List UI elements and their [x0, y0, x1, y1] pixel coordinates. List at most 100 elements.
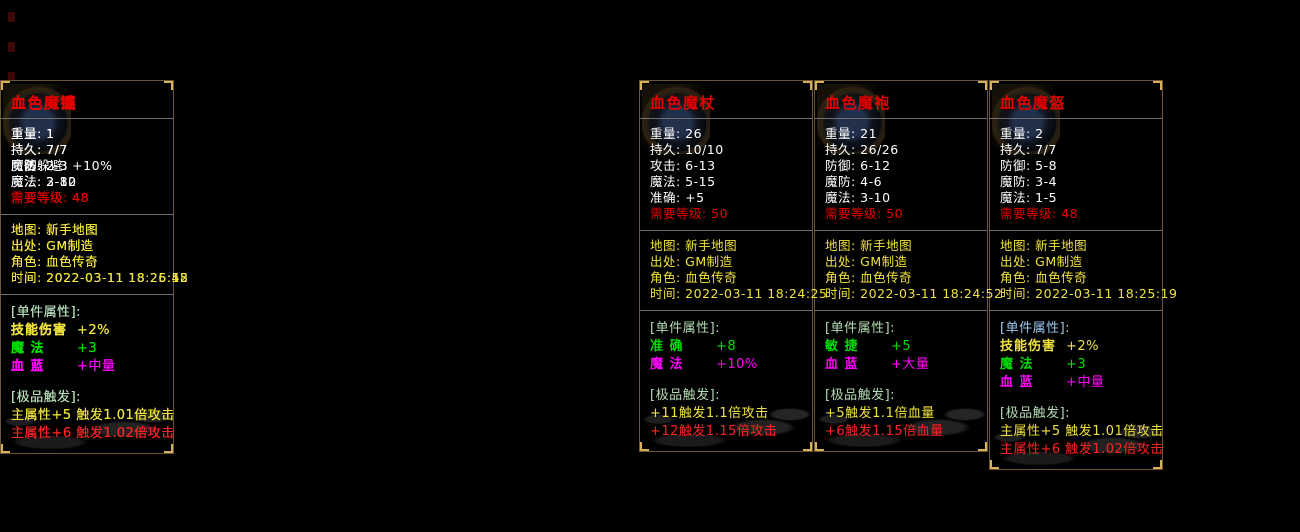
- item-tooltip-panel: 血色魔盔 重量: 2 持久: 7/7 防御: 5-8 魔防: 3-4 魔法: 1-5 需要…: [989, 80, 1178, 470]
- attr-value: +3: [77, 341, 98, 356]
- single-item-attrs-header: [单件属性]:: [11, 305, 82, 320]
- attr-name: 准 确: [650, 339, 684, 354]
- single-item-attrs-block: [单件属性]: 技能伤害 +2% 魔 法 +3 血 蓝 +中量: [1, 295, 173, 376]
- stat-line: 魔防: 3-4: [1000, 174, 1058, 189]
- item-name: 血色魔戒: [11, 94, 78, 112]
- rare-trigger-block: [极品触发]: +11触发1.1倍攻击 +12触发1.15倍攻击: [640, 374, 812, 441]
- attr-name: 技能伤害: [11, 323, 68, 338]
- stat-line: 持久: 7/7: [11, 142, 68, 157]
- attr-name: 技能伤害: [11, 323, 68, 338]
- stat-line: 持久: 7/7: [1000, 142, 1057, 157]
- item-name: 血色魔链: [11, 94, 78, 112]
- attr-value: +10%: [716, 357, 758, 372]
- level-requirement: 需要等级: 50: [650, 206, 729, 221]
- info-block: 地图: 新手地图 出处: GM制造 角色: 血色传奇 时间: 2022-03-11 1…: [815, 231, 1002, 310]
- single-item-attrs-header: [单件属性]:: [11, 305, 82, 320]
- trigger-line: +5触发1.1倍血量: [825, 406, 935, 421]
- stats-block: 重量: 21 持久: 26/26 防御: 6-12 魔防: 4-6 魔法: 3-10 需要…: [815, 119, 987, 230]
- item-tooltip-panel: 血色魔戒 重量: 1 持久: 7/7 魔防: 2-3 魔法: 3-10 需要等级: 48…: [0, 80, 189, 454]
- stat-line: 魔法躲避: +10%: [11, 158, 113, 173]
- trigger-line: 主属性+5 触发1.01倍攻击: [1000, 424, 1164, 439]
- stat-line: 持久: 26/26: [825, 142, 899, 157]
- attr-row: 魔 法 +3: [11, 340, 165, 358]
- rare-trigger-header: [极品触发]:: [1000, 406, 1071, 421]
- attr-row: 血 蓝 +中量: [11, 358, 165, 376]
- stat-line: 魔法: 1-5: [1000, 190, 1058, 205]
- info-line: 角色: 血色传奇: [1000, 270, 1088, 285]
- attr-name: 血 蓝: [11, 359, 45, 374]
- rare-trigger-header: [极品触发]:: [650, 388, 721, 403]
- info-line: 时间: 2022-03-11 18:25:19: [1000, 286, 1178, 301]
- attr-value: +2%: [1066, 339, 1100, 354]
- item-tooltip-panel: 血色魔镯 重量: 1 持久: 7/7 防御: 2-3 魔法: 2-8 需要等级: 48 …: [0, 80, 188, 454]
- single-item-attrs-header: [单件属性]:: [825, 321, 896, 336]
- rare-trigger-header: [极品触发]:: [11, 390, 82, 405]
- info-line: 地图: 新手地图: [11, 222, 99, 237]
- level-requirement: 需要等级: 48: [11, 190, 90, 205]
- info-line: 出处: GM制造: [11, 238, 94, 253]
- stat-line: 魔法: 3-10: [825, 190, 891, 205]
- info-line: 出处: GM制造: [1000, 254, 1083, 269]
- attr-value: +5: [891, 339, 912, 354]
- rare-trigger-block: [极品触发]: 主属性+5 触发1.01倍攻击 主属性+6 触发1.02倍攻击: [1, 376, 174, 443]
- attr-row: 魔 法 +3: [11, 340, 165, 358]
- info-line: 地图: 新手地图: [1000, 238, 1088, 253]
- info-line: 出处: GM制造: [11, 238, 94, 253]
- trigger-line: 主属性+5 触发1.01倍攻击: [11, 408, 175, 423]
- rare-trigger-block: [极品触发]: +5触发1.1倍血量 +6触发1.15倍血量: [815, 374, 987, 441]
- attr-value: +3: [1066, 357, 1087, 372]
- divider: [990, 310, 1162, 311]
- info-line: 时间: 2022-03-11 18:24:25: [650, 286, 828, 301]
- rare-trigger-header: [极品触发]:: [11, 390, 82, 405]
- item-name: 血色魔镯: [11, 94, 78, 112]
- stat-line: 重量: 1: [11, 126, 55, 141]
- item-name: 血色魔杖: [650, 94, 717, 112]
- stat-line: 防御: 5-8: [1000, 158, 1058, 173]
- attr-value: +3: [77, 341, 98, 356]
- attr-row: 技能伤害 +2%: [11, 322, 165, 340]
- divider: [815, 310, 987, 311]
- rare-trigger-header: [极品触发]:: [11, 390, 82, 405]
- stat-line: 重量: 1: [11, 126, 55, 141]
- attr-name: 血 蓝: [825, 357, 859, 372]
- attr-row: 血 蓝 +中量: [1000, 374, 1154, 392]
- stat-line: 持久: 7/7: [11, 142, 68, 157]
- attr-value: +2%: [77, 323, 111, 338]
- divider: [815, 118, 987, 119]
- attr-name: 敏 捷: [825, 339, 859, 354]
- single-item-attrs-block: [单件属性]: 准 确 +8 魔 法 +10%: [640, 311, 812, 374]
- background-artifact: [8, 12, 15, 22]
- divider: [1, 118, 173, 119]
- attr-value: +3: [77, 341, 98, 356]
- attr-name: 技能伤害: [11, 323, 68, 338]
- item-art-decoration: [992, 84, 1060, 154]
- attr-name: 血 蓝: [11, 359, 45, 374]
- info-line: 出处: GM制造: [650, 254, 733, 269]
- attr-name: 血 蓝: [1000, 375, 1034, 390]
- attr-name: 魔 法: [11, 341, 45, 356]
- attr-value: +中量: [77, 359, 116, 374]
- stat-line: 准确: +5: [650, 190, 705, 205]
- attr-name: 技能伤害: [1000, 339, 1057, 354]
- info-line: 时间: 2022-03-11 18:26:45: [11, 270, 189, 285]
- stat-line: 魔法: 2-8: [11, 174, 69, 189]
- stats-block: 重量: 2 持久: 7/7 防御: 5-8 魔防: 3-4 魔法: 1-5 需要等级: 4…: [990, 119, 1162, 230]
- attr-row: 准 确 +8: [650, 338, 804, 356]
- attr-row: 魔 法 +10%: [650, 356, 804, 374]
- level-requirement: 需要等级: 48: [11, 190, 90, 205]
- level-requirement: 需要等级: 50: [825, 206, 904, 221]
- attr-value: +大量: [891, 357, 930, 372]
- item-tooltip-panel: 血色魔杖 重量: 26 持久: 10/10 攻击: 6-13 魔法: 5-15 准确: …: [639, 80, 828, 452]
- attr-value: +8: [716, 339, 737, 354]
- stats-block: 重量: 1 持久: 7/7 魔法躲避: +10% 魔法: 2-12 需要等级: 48: [1, 119, 173, 214]
- attr-row: 技能伤害 +2%: [11, 322, 165, 340]
- rare-trigger-block: [极品触发]: 主属性+5 触发1.01倍攻击 主属性+6 触发1.02倍攻击: [1, 376, 175, 443]
- stat-line: 持久: 10/10: [650, 142, 724, 157]
- chain-art-decoration: [992, 419, 1160, 467]
- attr-value: +中量: [1066, 375, 1105, 390]
- divider: [815, 230, 987, 231]
- trigger-line: 主属性+5 触发1.01倍攻击: [11, 408, 175, 423]
- info-line: 角色: 血色传奇: [11, 254, 99, 269]
- attr-name: 魔 法: [11, 341, 45, 356]
